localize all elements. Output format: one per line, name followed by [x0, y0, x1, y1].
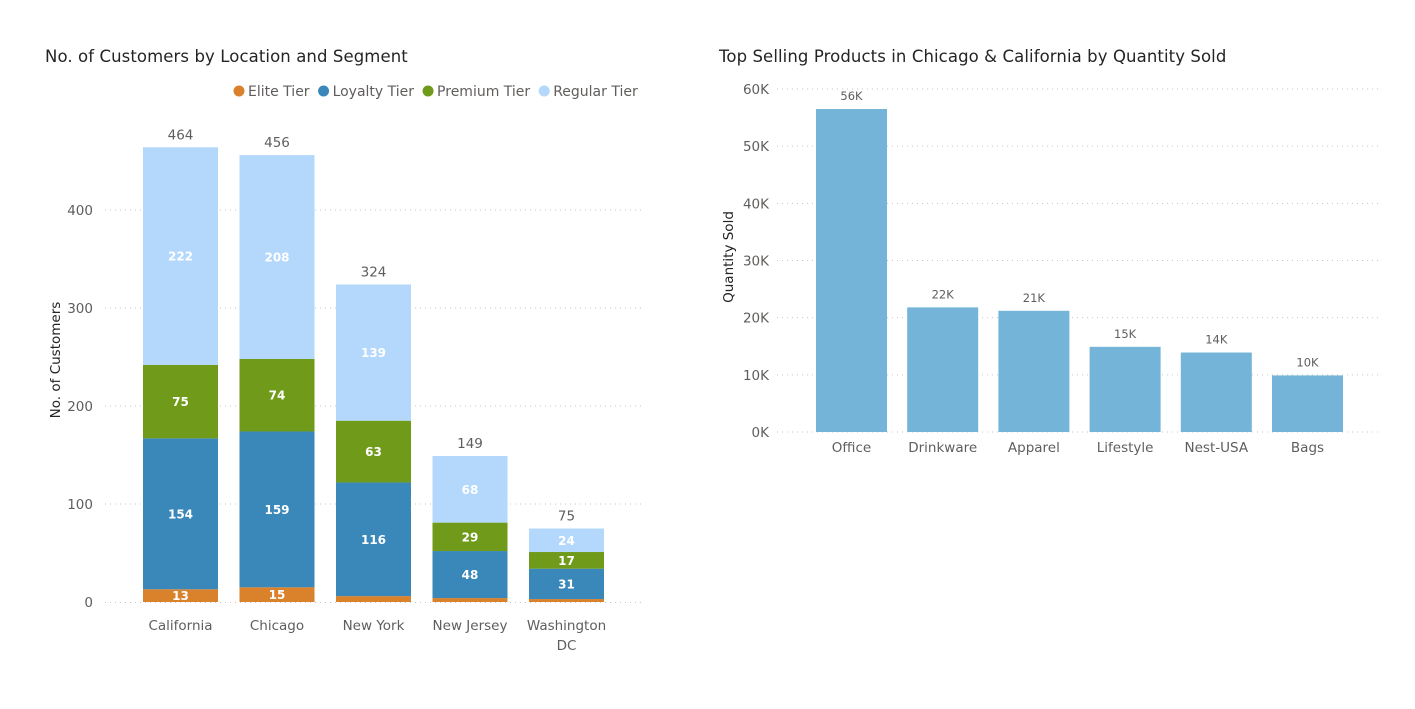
- bar-segment: [336, 482, 411, 597]
- bar: [1272, 375, 1343, 432]
- bar-total-label: 75: [558, 509, 575, 525]
- segment-value-label: 31: [558, 577, 575, 591]
- legend-label: Elite Tier: [248, 84, 310, 100]
- segment-value-label: 116: [361, 533, 386, 547]
- segment-value-label: 75: [172, 395, 189, 409]
- segment-value-label: 68: [462, 483, 479, 497]
- bar-segment: [432, 522, 508, 552]
- segment-value-label: 208: [264, 251, 289, 265]
- segment-value-label: 63: [365, 445, 382, 459]
- bar: [907, 307, 979, 432]
- y-tick-label: 10K: [743, 368, 770, 384]
- y-tick-label: 400: [67, 203, 93, 219]
- y-axis-title: No. of Customers: [48, 302, 64, 419]
- bar: [998, 310, 1070, 432]
- y-tick-label: 0K: [752, 425, 771, 441]
- y-axis-title: Quantity Sold: [721, 211, 737, 303]
- bar: [816, 109, 887, 432]
- bar-segment: [239, 155, 315, 359]
- bar-segment: [143, 589, 218, 602]
- x-category-label: Washington: [527, 618, 606, 634]
- legend-label: Premium Tier: [437, 84, 530, 100]
- bar-segment: [432, 598, 508, 602]
- bar-segment: [336, 596, 411, 602]
- segment-value-label: 17: [558, 554, 575, 568]
- bar-segment: [143, 438, 218, 590]
- segment-value-label: 13: [172, 589, 189, 603]
- x-category-label: Nest-USA: [1185, 440, 1249, 456]
- legend-label: Regular Tier: [553, 84, 638, 100]
- bar-total-label: 456: [264, 135, 290, 151]
- segment-value-label: 159: [264, 503, 289, 517]
- bar-segment: [432, 551, 508, 599]
- chart-title: Top Selling Products in Chicago & Califo…: [719, 47, 1227, 66]
- x-category-label: Drinkware: [908, 440, 977, 456]
- segment-value-label: 15: [269, 588, 286, 602]
- bar-segment: [529, 552, 604, 569]
- y-tick-label: 40K: [743, 196, 770, 212]
- customers-by-location-chart: No. of Customers by Location and Segment…: [0, 0, 700, 709]
- legend-marker: [233, 85, 245, 97]
- x-category-label: Chicago: [250, 618, 304, 634]
- x-category-label: Lifestyle: [1097, 440, 1154, 456]
- x-category-label: New Jersey: [433, 618, 508, 634]
- bar-value-label: 14K: [1205, 333, 1228, 347]
- legend-marker: [538, 85, 550, 97]
- y-tick-label: 20K: [743, 311, 770, 327]
- bar-value-label: 22K: [932, 287, 955, 301]
- y-tick-label: 0: [84, 595, 93, 611]
- bar-value-label: 56K: [840, 89, 863, 103]
- segment-value-label: 222: [168, 250, 193, 264]
- bar-total-label: 149: [457, 436, 483, 452]
- x-category-label: California: [148, 618, 212, 634]
- chart-title: No. of Customers by Location and Segment: [45, 47, 408, 66]
- bar-segment: [336, 420, 411, 483]
- y-tick-label: 30K: [743, 254, 770, 270]
- top-products-chart: Top Selling Products in Chicago & Califo…: [700, 0, 1415, 709]
- bar-segment: [529, 528, 604, 553]
- bar-value-label: 21K: [1023, 291, 1046, 305]
- y-tick-label: 60K: [743, 82, 770, 98]
- x-category-label: Office: [832, 440, 871, 456]
- x-category-label: DC: [557, 638, 577, 654]
- y-tick-label: 300: [67, 301, 93, 317]
- bar-value-label: 10K: [1296, 355, 1319, 369]
- bar-segment: [432, 455, 508, 523]
- bar-value-label: 15K: [1114, 327, 1137, 341]
- bar: [1180, 352, 1252, 432]
- segment-value-label: 48: [462, 568, 479, 582]
- bar-segment: [239, 587, 315, 602]
- bar-total-label: 464: [168, 127, 194, 143]
- legend-marker: [318, 85, 330, 97]
- legend-label: Loyalty Tier: [333, 84, 415, 100]
- y-tick-label: 100: [67, 497, 93, 513]
- legend-marker: [422, 85, 434, 97]
- x-category-label: Apparel: [1008, 440, 1060, 456]
- segment-value-label: 24: [558, 534, 575, 548]
- bar-segment: [336, 284, 411, 421]
- bar-segment: [239, 358, 315, 432]
- y-tick-label: 50K: [743, 139, 770, 155]
- bar-segment: [143, 364, 218, 439]
- stacked-bar-chart-svg: Elite Tier Loyalty Tier Premium Tier Regula…: [48, 84, 645, 654]
- bar: [1089, 346, 1161, 432]
- bar-segment: [143, 147, 218, 365]
- bar-total-label: 324: [361, 264, 387, 280]
- bar-segment: [529, 568, 604, 600]
- segment-value-label: 74: [269, 389, 286, 403]
- x-category-label: New York: [343, 618, 405, 634]
- bar-chart-svg: 0K 10K 20K 30K 40K 50K 60K Quantity Sold 56K Offi…: [721, 82, 1382, 456]
- segment-value-label: 154: [168, 507, 193, 521]
- segment-value-label: 29: [462, 530, 479, 544]
- y-tick-label: 200: [67, 399, 93, 415]
- bar-segment: [529, 599, 604, 602]
- x-category-label: Bags: [1291, 440, 1324, 456]
- segment-value-label: 139: [361, 346, 386, 360]
- bar-segment: [239, 431, 315, 588]
